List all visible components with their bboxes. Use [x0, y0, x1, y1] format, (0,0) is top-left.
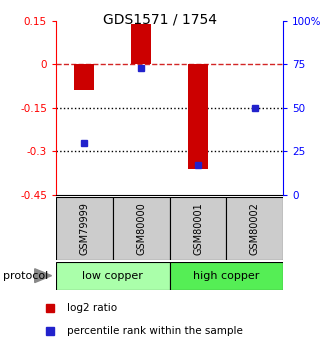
Bar: [56, 262, 170, 290]
Text: log2 ratio: log2 ratio: [67, 303, 117, 313]
Bar: [113, 197, 170, 260]
Bar: [131, 23, 151, 64]
Bar: [170, 262, 283, 290]
Text: GSM79999: GSM79999: [79, 202, 89, 255]
Text: percentile rank within the sample: percentile rank within the sample: [67, 326, 243, 335]
Text: GSM80002: GSM80002: [250, 202, 260, 255]
Text: low copper: low copper: [82, 271, 143, 280]
Text: protocol: protocol: [3, 271, 48, 280]
Text: GSM80000: GSM80000: [136, 202, 146, 255]
Bar: [56, 197, 113, 260]
Bar: [227, 197, 283, 260]
Bar: [170, 197, 227, 260]
Text: GSM80001: GSM80001: [193, 202, 203, 255]
Polygon shape: [35, 269, 52, 283]
Text: high copper: high copper: [193, 271, 260, 280]
Bar: [188, 64, 208, 169]
Bar: [75, 64, 94, 90]
Text: GDS1571 / 1754: GDS1571 / 1754: [103, 12, 217, 26]
